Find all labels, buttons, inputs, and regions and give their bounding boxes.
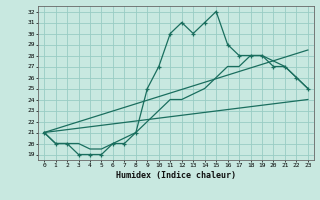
X-axis label: Humidex (Indice chaleur): Humidex (Indice chaleur) — [116, 171, 236, 180]
